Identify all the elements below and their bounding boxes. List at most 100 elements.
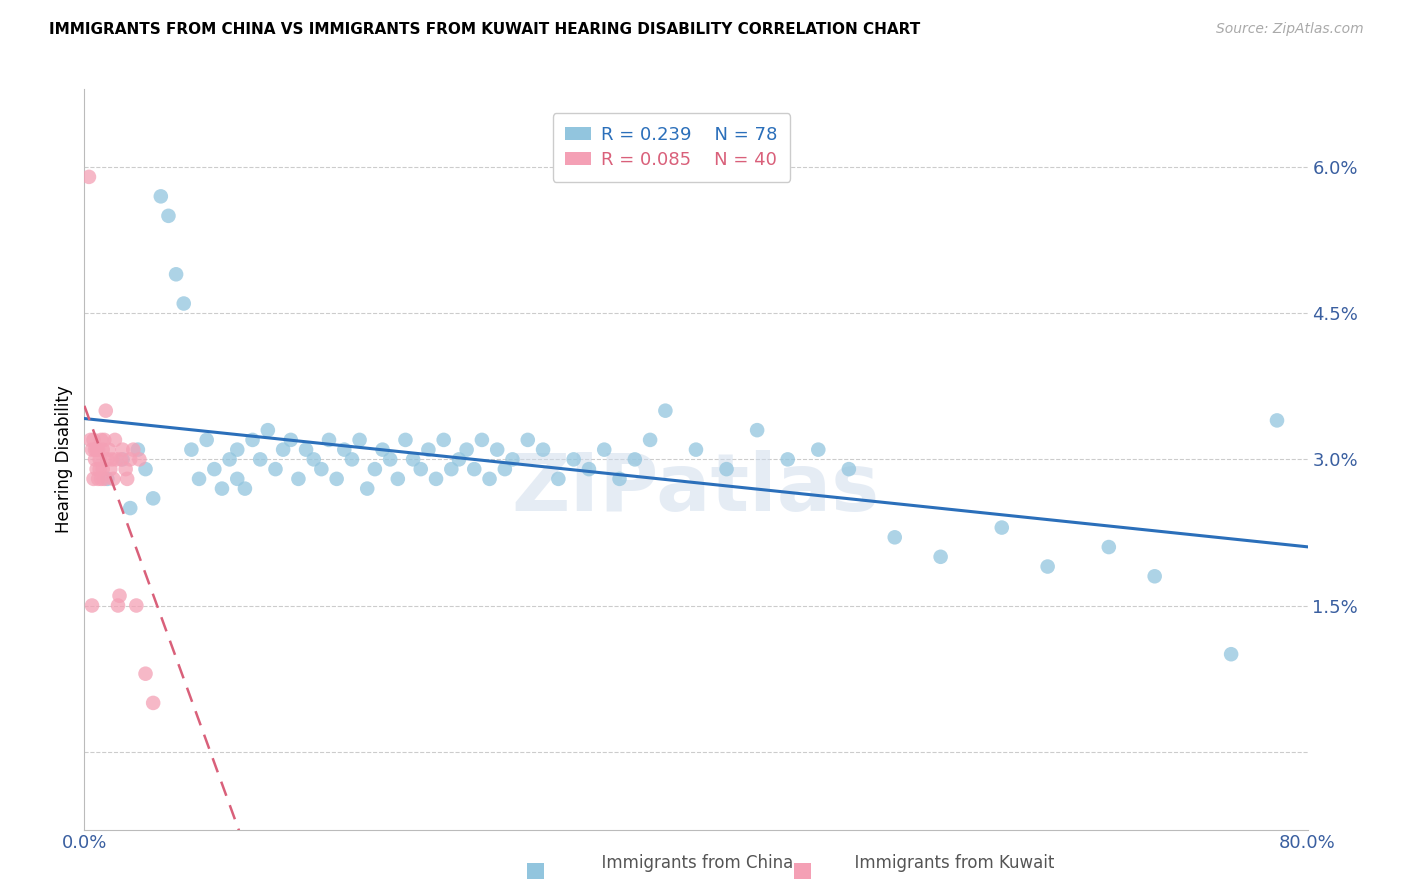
Point bbox=[340, 452, 363, 467]
Point bbox=[516, 433, 538, 447]
Text: ZIPatlas: ZIPatlas bbox=[512, 450, 880, 528]
Point bbox=[86, 462, 108, 476]
Point bbox=[747, 423, 769, 437]
Point bbox=[562, 452, 585, 467]
Point bbox=[287, 472, 309, 486]
Point bbox=[447, 452, 470, 467]
Point bbox=[90, 433, 112, 447]
Point bbox=[114, 462, 136, 476]
Point bbox=[531, 442, 554, 457]
Text: Immigrants from China: Immigrants from China bbox=[591, 855, 793, 872]
Point bbox=[96, 452, 118, 467]
Point bbox=[364, 462, 387, 476]
Point bbox=[142, 491, 165, 506]
Point bbox=[202, 462, 225, 476]
Point bbox=[91, 462, 114, 476]
Point bbox=[280, 433, 302, 447]
Point bbox=[173, 296, 195, 310]
Point bbox=[111, 442, 134, 457]
Point bbox=[685, 442, 707, 457]
Text: Source: ZipAtlas.com: Source: ZipAtlas.com bbox=[1216, 22, 1364, 37]
Point bbox=[77, 169, 100, 184]
Point bbox=[402, 452, 425, 467]
Point bbox=[325, 472, 347, 486]
Point bbox=[409, 462, 432, 476]
Point bbox=[90, 472, 112, 486]
Point bbox=[929, 549, 952, 564]
Point bbox=[105, 452, 128, 467]
Point bbox=[135, 462, 157, 476]
Legend: R = 0.239    N = 78, R = 0.085    N = 40: R = 0.239 N = 78, R = 0.085 N = 40 bbox=[553, 113, 790, 182]
Point bbox=[356, 482, 378, 496]
Point bbox=[111, 452, 134, 467]
Point bbox=[195, 433, 218, 447]
Point bbox=[98, 462, 121, 476]
Point bbox=[471, 433, 494, 447]
Point bbox=[257, 423, 280, 437]
Point bbox=[115, 472, 138, 486]
Point bbox=[128, 452, 150, 467]
Point bbox=[654, 403, 676, 417]
Point bbox=[165, 268, 187, 282]
Point bbox=[349, 433, 371, 447]
Point bbox=[83, 472, 105, 486]
Point bbox=[991, 520, 1014, 534]
Point bbox=[97, 442, 120, 457]
Point bbox=[120, 501, 142, 516]
Point bbox=[180, 442, 202, 457]
Point bbox=[79, 433, 101, 447]
Point bbox=[463, 462, 485, 476]
Point bbox=[387, 472, 409, 486]
Point bbox=[127, 442, 149, 457]
Point bbox=[456, 442, 478, 457]
Point bbox=[142, 696, 165, 710]
Point bbox=[86, 442, 108, 457]
Point bbox=[418, 442, 440, 457]
Point bbox=[107, 599, 129, 613]
Point bbox=[96, 472, 118, 486]
Point bbox=[295, 442, 318, 457]
Point bbox=[1036, 559, 1059, 574]
Point bbox=[226, 472, 249, 486]
Point bbox=[478, 472, 501, 486]
Point bbox=[104, 433, 127, 447]
Point bbox=[233, 482, 256, 496]
Point bbox=[84, 452, 107, 467]
Point bbox=[91, 442, 114, 457]
Point bbox=[93, 433, 115, 447]
Text: Immigrants from Kuwait: Immigrants from Kuwait bbox=[844, 855, 1054, 872]
Point bbox=[1220, 647, 1243, 661]
Point bbox=[149, 189, 172, 203]
Point bbox=[807, 442, 830, 457]
Point bbox=[135, 666, 157, 681]
Point bbox=[94, 403, 117, 417]
Point bbox=[226, 442, 249, 457]
Point bbox=[110, 452, 132, 467]
Point bbox=[440, 462, 463, 476]
Point bbox=[93, 472, 115, 486]
Point bbox=[838, 462, 860, 476]
Point bbox=[125, 599, 148, 613]
Point bbox=[122, 442, 145, 457]
Point bbox=[83, 433, 105, 447]
Point bbox=[1143, 569, 1166, 583]
Point bbox=[87, 442, 110, 457]
Point bbox=[333, 442, 356, 457]
Point bbox=[609, 472, 631, 486]
Point bbox=[776, 452, 799, 467]
Y-axis label: Hearing Disability: Hearing Disability bbox=[55, 385, 73, 533]
Point bbox=[486, 442, 509, 457]
Point bbox=[157, 209, 180, 223]
Point bbox=[89, 452, 111, 467]
Point bbox=[101, 452, 124, 467]
Point bbox=[1265, 413, 1288, 427]
Point bbox=[87, 472, 110, 486]
Point bbox=[218, 452, 240, 467]
Point bbox=[638, 433, 661, 447]
Point bbox=[89, 462, 111, 476]
Point bbox=[188, 472, 211, 486]
Point bbox=[302, 452, 325, 467]
Point bbox=[311, 462, 333, 476]
Point bbox=[502, 452, 524, 467]
Point bbox=[80, 442, 103, 457]
